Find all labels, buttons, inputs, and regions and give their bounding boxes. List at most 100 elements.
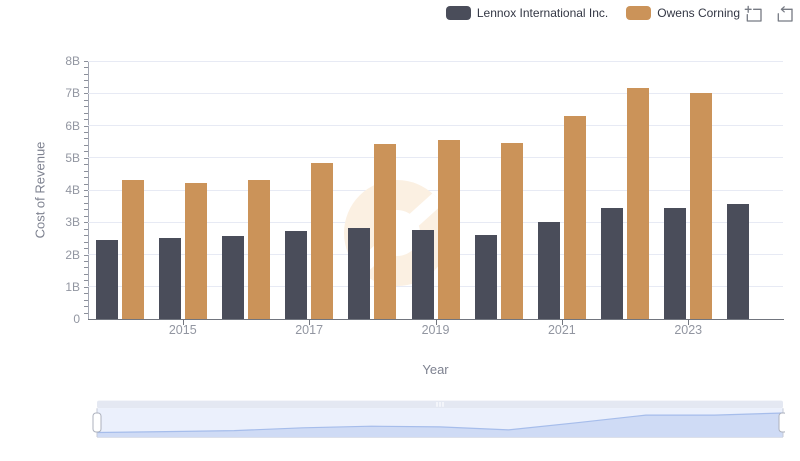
y-tick <box>84 61 88 62</box>
slider-right-handle[interactable] <box>778 412 788 433</box>
bar-lennox-international-inc-2019[interactable] <box>411 229 434 319</box>
bar-lennox-international-inc-2018[interactable] <box>348 228 371 319</box>
y-tick <box>84 222 88 224</box>
y-tick <box>84 164 88 166</box>
y-tick-label-2B: 2B <box>65 247 80 262</box>
bar-owens-corning-2017[interactable] <box>311 162 334 319</box>
bar-lennox-international-inc-2015[interactable] <box>158 238 181 319</box>
bar-lennox-international-inc-2023[interactable] <box>664 208 687 319</box>
x-axis-title: Year <box>422 362 449 377</box>
restore-icon[interactable] <box>775 5 795 25</box>
legend-item-2[interactable]: Owens Corning <box>626 6 740 20</box>
bar-owens-corning-2018[interactable] <box>374 143 397 319</box>
y-tick <box>84 138 88 140</box>
y-tick <box>84 93 88 95</box>
slider-grip-dot <box>442 402 444 407</box>
y-tick <box>84 144 88 146</box>
x-tick-label-2021: 2021 <box>547 323 576 337</box>
bar-lennox-international-inc-2022[interactable] <box>601 208 624 319</box>
legend-swatch <box>626 6 652 20</box>
y-tick <box>84 228 88 230</box>
y-tick <box>84 306 88 308</box>
y-tick-label-3B: 3B <box>65 215 80 230</box>
plot-area <box>88 60 783 319</box>
y-tick <box>84 209 88 211</box>
slider-grip-dot <box>439 402 441 407</box>
y-tick <box>84 215 88 217</box>
y-tick <box>84 202 88 204</box>
y-tick <box>84 67 88 69</box>
x-tick-label-2017: 2017 <box>295 323 324 337</box>
y-tick <box>84 177 88 179</box>
y-tick <box>84 119 88 121</box>
x-tick <box>435 320 437 325</box>
legend-swatch <box>445 6 471 20</box>
y-tick <box>84 248 88 250</box>
y-tick <box>84 190 88 191</box>
legend-item-1[interactable]: Lennox International Inc. <box>445 6 609 20</box>
y-tick <box>84 170 88 172</box>
bar-owens-corning-2023[interactable] <box>690 92 713 319</box>
y-tick-label-5B: 5B <box>65 150 80 165</box>
legend-item-label: Lennox International Inc. <box>476 6 609 20</box>
datazoom-icon[interactable] <box>744 5 764 25</box>
bar-owens-corning-2022[interactable] <box>627 88 650 319</box>
y-tick <box>84 131 88 133</box>
gridline-5B <box>88 157 783 159</box>
y-tick <box>84 73 88 75</box>
gridline-8B <box>88 60 783 62</box>
y-tick <box>84 280 88 282</box>
gridline-1B <box>88 286 783 288</box>
y-tick-label-4B: 4B <box>65 183 80 197</box>
y-tick <box>84 312 88 314</box>
bar-owens-corning-2016[interactable] <box>247 180 270 319</box>
bar-lennox-international-inc-2021[interactable] <box>537 221 560 319</box>
y-tick <box>84 196 88 198</box>
y-tick <box>84 286 88 288</box>
y-tick-label-6B: 6B <box>65 118 80 133</box>
y-tick <box>84 106 88 108</box>
x-tick-label-2015: 2015 <box>168 323 197 337</box>
x-tick-label-2019: 2019 <box>421 323 450 337</box>
slider-left-handle[interactable] <box>92 412 102 433</box>
x-tick <box>688 320 690 325</box>
x-tick <box>182 320 184 325</box>
x-tick <box>561 320 563 325</box>
legend-item-label: Owens Corning <box>657 6 740 20</box>
gridline-7B <box>88 92 783 94</box>
y-tick <box>84 125 88 127</box>
y-tick-label-1B: 1B <box>65 279 80 294</box>
x-axis-line <box>88 319 784 320</box>
bar-owens-corning-2015[interactable] <box>184 182 207 319</box>
y-tick <box>84 112 88 114</box>
y-tick-label-7B: 7B <box>65 86 80 101</box>
y-tick <box>84 260 88 262</box>
y-tick <box>84 273 88 275</box>
toolbox <box>744 5 795 25</box>
y-tick <box>84 86 88 88</box>
y-tick <box>84 267 88 269</box>
y-tick-label-8B: 8B <box>65 54 80 68</box>
bar-lennox-international-inc-2017[interactable] <box>285 231 308 319</box>
y-tick <box>84 235 88 237</box>
bar-lennox-international-inc-2020[interactable] <box>474 235 497 319</box>
bar-owens-corning-2019[interactable] <box>437 139 460 319</box>
bar-owens-corning-2021[interactable] <box>563 116 586 319</box>
bar-lennox-international-inc-2016[interactable] <box>221 236 244 319</box>
y-tick <box>84 157 88 159</box>
bar-lennox-international-inc-2024[interactable] <box>727 204 750 319</box>
bar-lennox-international-inc-2014[interactable] <box>95 240 118 319</box>
y-tick <box>84 241 88 243</box>
slider-grip-dot <box>436 402 438 407</box>
y-tick <box>84 183 88 185</box>
bar-owens-corning-2020[interactable] <box>500 142 523 319</box>
x-tick <box>309 320 311 325</box>
bar-owens-corning-2014[interactable] <box>121 179 144 319</box>
gridline-6B <box>88 125 783 126</box>
y-tick <box>84 99 88 101</box>
y-tick <box>84 80 88 82</box>
y-tick <box>84 299 88 301</box>
y-tick-label-0: 0 <box>73 312 80 326</box>
datazoom-slider[interactable] <box>85 393 788 450</box>
